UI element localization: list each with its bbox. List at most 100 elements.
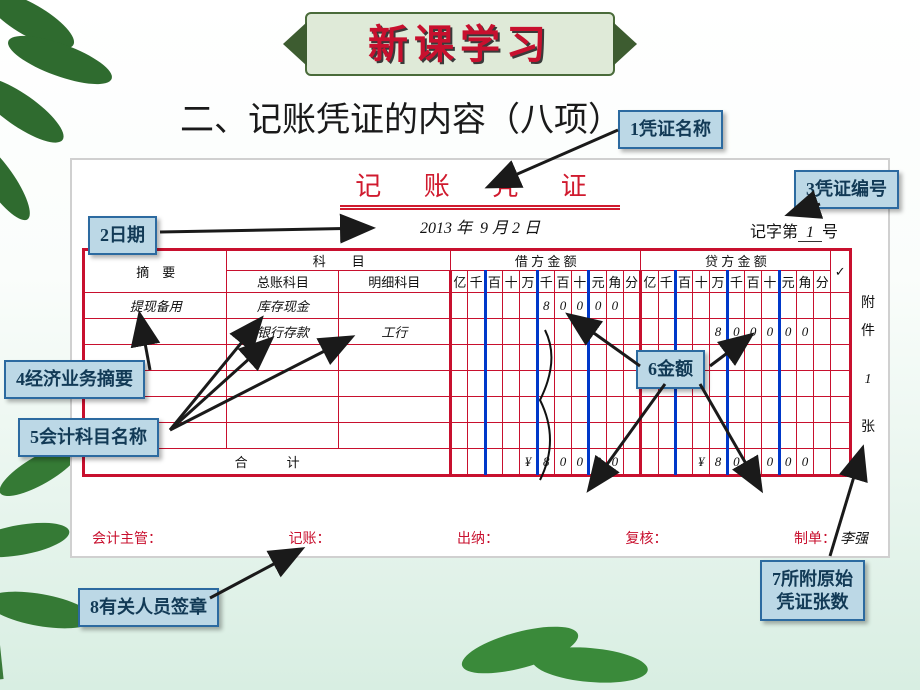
digit-cell bbox=[814, 319, 831, 345]
digit-cell bbox=[537, 345, 554, 371]
digit-cell bbox=[744, 293, 761, 319]
digit-cell bbox=[814, 397, 831, 423]
total-digit: 0 bbox=[572, 449, 589, 475]
hdr-subject-main: 总账科目 bbox=[227, 271, 339, 293]
digit-cell bbox=[572, 397, 589, 423]
digit-cell bbox=[572, 319, 589, 345]
digit-cell bbox=[727, 345, 744, 371]
digit-cell bbox=[779, 345, 796, 371]
cell-main bbox=[227, 371, 339, 397]
hdr-digit: 分 bbox=[814, 271, 831, 293]
total-digit: 0 bbox=[779, 449, 796, 475]
total-digit: 0 bbox=[727, 449, 744, 475]
digit-cell bbox=[779, 397, 796, 423]
hdr-digit: 十 bbox=[762, 271, 779, 293]
total-digit bbox=[624, 449, 641, 475]
digit-cell bbox=[572, 345, 589, 371]
cell-main: 库存现金 bbox=[227, 293, 339, 319]
digit-cell bbox=[744, 345, 761, 371]
total-digit: 8 bbox=[537, 449, 554, 475]
hdr-digit: 千 bbox=[727, 271, 744, 293]
digit-cell bbox=[710, 371, 727, 397]
digit-cell bbox=[641, 319, 658, 345]
digit-cell: 0 bbox=[606, 293, 623, 319]
cell-detail bbox=[339, 371, 451, 397]
digit-cell bbox=[554, 423, 571, 449]
digit-cell bbox=[520, 371, 537, 397]
signature-field: 出纳： bbox=[457, 528, 503, 548]
callout-c5: 5会计科目名称 bbox=[18, 418, 159, 457]
total-digit bbox=[675, 449, 692, 475]
digit-cell bbox=[485, 371, 502, 397]
digit-cell bbox=[485, 319, 502, 345]
total-digit: 8 bbox=[710, 449, 727, 475]
total-digit bbox=[658, 449, 675, 475]
total-digit: 0 bbox=[554, 449, 571, 475]
digit-cell bbox=[762, 345, 779, 371]
digit-cell bbox=[589, 371, 606, 397]
hdr-digit: 十 bbox=[572, 271, 589, 293]
hdr-digit: 十 bbox=[503, 271, 520, 293]
hdr-digit: 亿 bbox=[451, 271, 468, 293]
digit-cell bbox=[606, 423, 623, 449]
hdr-digit: 百 bbox=[554, 271, 571, 293]
hdr-digit: 百 bbox=[744, 271, 761, 293]
digit-cell bbox=[537, 423, 554, 449]
hdr-digit: 角 bbox=[606, 271, 623, 293]
digit-cell bbox=[554, 371, 571, 397]
digit-cell bbox=[537, 397, 554, 423]
digit-cell bbox=[693, 319, 710, 345]
digit-cell bbox=[814, 423, 831, 449]
hdr-summary: 摘 要 bbox=[85, 251, 227, 293]
digit-cell bbox=[520, 397, 537, 423]
digit-cell bbox=[727, 423, 744, 449]
digit-cell bbox=[641, 293, 658, 319]
hdr-digit: 千 bbox=[468, 271, 485, 293]
digit-cell bbox=[727, 397, 744, 423]
total-digit: 0 bbox=[762, 449, 779, 475]
digit-cell bbox=[503, 397, 520, 423]
digit-cell bbox=[796, 423, 813, 449]
cell-detail: 工行 bbox=[339, 319, 451, 345]
digit-cell bbox=[658, 423, 675, 449]
total-digit: 0 bbox=[606, 449, 623, 475]
digit-cell bbox=[451, 319, 468, 345]
digit-cell bbox=[589, 423, 606, 449]
hdr-digit: 百 bbox=[675, 271, 692, 293]
digit-cell bbox=[814, 371, 831, 397]
digit-cell: 0 bbox=[727, 319, 744, 345]
digit-cell: 0 bbox=[554, 293, 571, 319]
digit-cell bbox=[468, 345, 485, 371]
signatures-row: 会计主管：记账：出纳：复核：制单：李强 bbox=[92, 528, 868, 548]
voucher-grid: 摘 要科 目借 方 金 额贷 方 金 额✓总账科目明细科目亿千百十万千百十元角分… bbox=[82, 248, 852, 477]
digit-cell bbox=[503, 345, 520, 371]
digit-cell bbox=[779, 371, 796, 397]
hdr-digit: 万 bbox=[520, 271, 537, 293]
callout-c2: 2日期 bbox=[88, 216, 157, 255]
hdr-digit: 元 bbox=[589, 271, 606, 293]
signature-field: 会计主管： bbox=[92, 528, 166, 548]
digit-cell bbox=[606, 345, 623, 371]
signature-field: 复核： bbox=[626, 528, 672, 548]
digit-cell bbox=[485, 293, 502, 319]
digit-cell bbox=[624, 397, 641, 423]
hdr-digit: 元 bbox=[779, 271, 796, 293]
digit-cell bbox=[710, 293, 727, 319]
cell-main bbox=[227, 397, 339, 423]
digit-cell bbox=[814, 293, 831, 319]
digit-cell bbox=[762, 293, 779, 319]
digit-cell bbox=[589, 397, 606, 423]
digit-cell bbox=[503, 371, 520, 397]
digit-cell bbox=[554, 397, 571, 423]
digit-cell bbox=[675, 319, 692, 345]
digit-cell: 0 bbox=[779, 319, 796, 345]
digit-cell bbox=[606, 319, 623, 345]
digit-cell bbox=[796, 397, 813, 423]
lesson-banner-text: 新课学习 bbox=[368, 12, 552, 70]
hdr-credit: 贷 方 金 额 bbox=[641, 251, 831, 271]
digit-cell bbox=[468, 293, 485, 319]
total-digit: 0 bbox=[589, 449, 606, 475]
digit-cell bbox=[658, 397, 675, 423]
hdr-digit: 角 bbox=[796, 271, 813, 293]
digit-cell bbox=[485, 397, 502, 423]
